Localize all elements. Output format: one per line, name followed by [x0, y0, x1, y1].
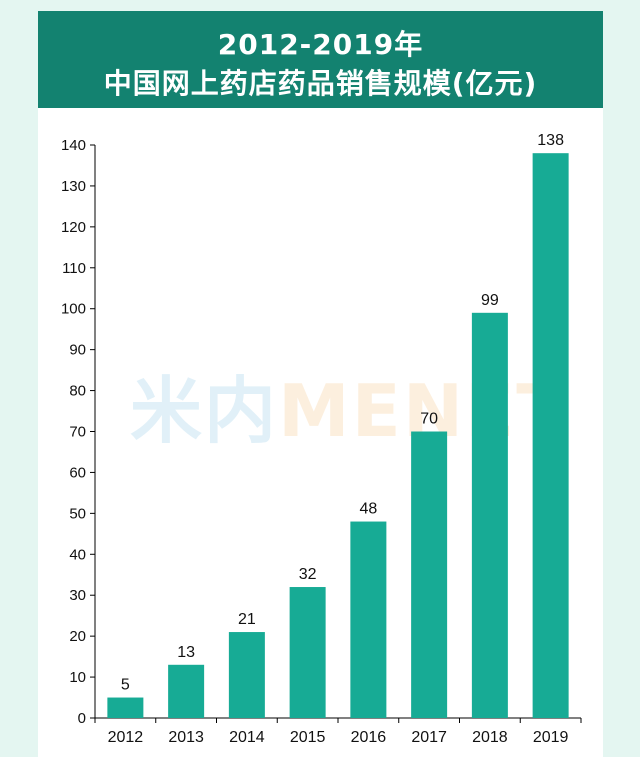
data-label: 138 [537, 132, 564, 149]
y-tick-label: 70 [69, 424, 86, 441]
title-bar: 2012-2019年 中国网上药店药品销售规模(亿元) [38, 11, 603, 108]
data-label: 48 [359, 501, 377, 518]
data-label: 13 [177, 644, 195, 661]
bar [471, 312, 508, 718]
bar [532, 153, 569, 718]
x-tick-label: 2018 [472, 729, 508, 746]
y-tick-label: 50 [69, 505, 86, 522]
data-label: 70 [420, 411, 438, 428]
y-tick-label: 120 [61, 219, 86, 236]
y-tick-label: 80 [69, 383, 86, 400]
y-tick-label: 40 [69, 546, 86, 563]
x-tick-label: 2012 [108, 729, 144, 746]
data-label: 5 [121, 677, 130, 694]
data-label: 32 [299, 566, 317, 583]
chart-title-line1: 2012-2019年 [217, 28, 424, 61]
y-tick-label: 30 [69, 587, 86, 604]
bar [411, 431, 448, 718]
bar [289, 587, 326, 718]
x-tick-label: 2019 [533, 729, 569, 746]
x-tick-label: 2013 [168, 729, 204, 746]
x-tick-label: 2014 [229, 729, 265, 746]
y-tick-label: 10 [69, 669, 86, 686]
y-tick-label: 20 [69, 628, 86, 645]
x-tick-label: 2017 [411, 729, 447, 746]
y-tick-label: 130 [61, 178, 86, 195]
x-tick-label: 2016 [351, 729, 387, 746]
y-tick-label: 100 [61, 301, 86, 318]
y-tick-label: 90 [69, 342, 86, 359]
y-tick-label: 60 [69, 464, 86, 481]
y-tick-label: 0 [78, 710, 86, 727]
bar [350, 521, 387, 718]
x-tick-label: 2015 [290, 729, 326, 746]
y-tick-label: 140 [61, 137, 86, 154]
chart-title-line2: 中国网上药店药品销售规模(亿元) [103, 67, 538, 100]
bar [168, 664, 205, 718]
y-tick-label: 110 [62, 260, 86, 277]
bar [107, 697, 144, 718]
data-label: 99 [481, 292, 499, 309]
bar [228, 632, 265, 718]
data-label: 21 [238, 611, 256, 628]
